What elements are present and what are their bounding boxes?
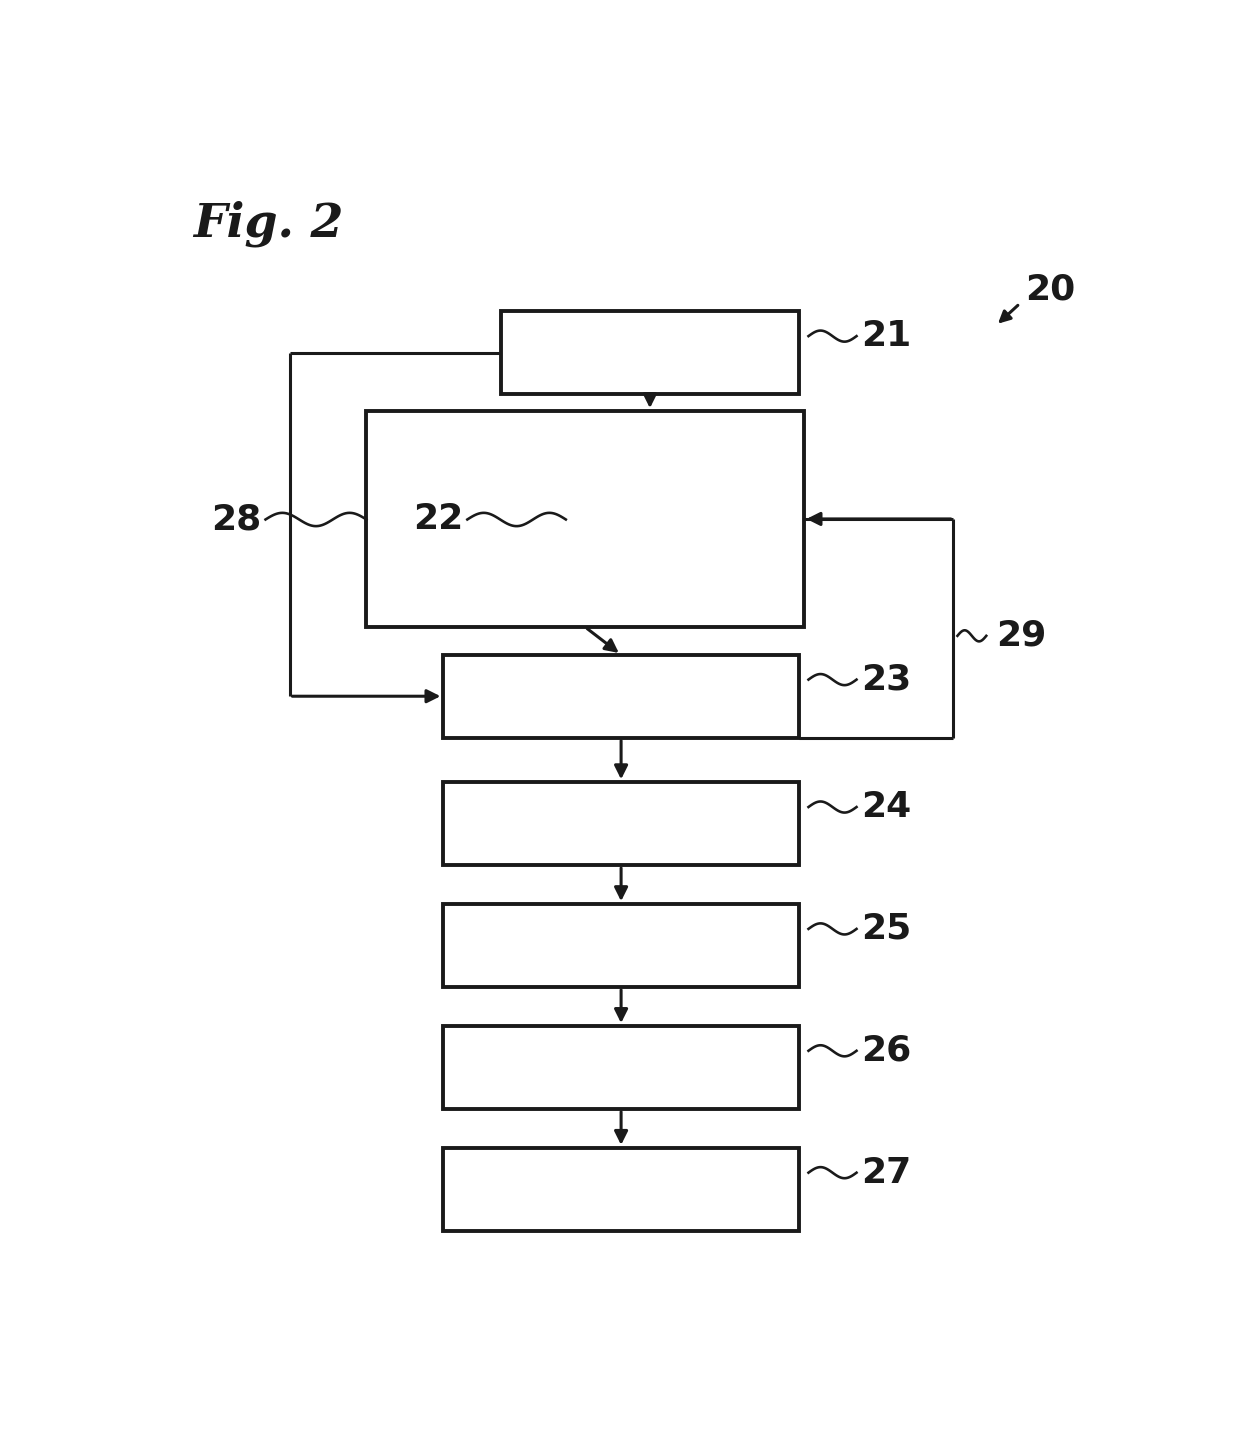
Text: 24: 24	[862, 790, 911, 825]
Text: 28: 28	[212, 502, 262, 537]
Text: 23: 23	[862, 662, 911, 696]
Text: 21: 21	[862, 319, 911, 353]
Bar	[444, 1148, 799, 1230]
Bar	[444, 904, 799, 987]
Bar	[367, 412, 804, 627]
Text: 27: 27	[862, 1156, 911, 1190]
Text: Fig. 2: Fig. 2	[193, 200, 343, 248]
Text: 26: 26	[862, 1033, 911, 1068]
Text: 25: 25	[862, 912, 911, 945]
Bar	[444, 783, 799, 865]
Text: 22: 22	[413, 502, 464, 537]
Bar	[501, 311, 799, 394]
Text: 29: 29	[996, 619, 1047, 653]
Text: 20: 20	[1024, 272, 1075, 307]
Bar	[444, 1026, 799, 1109]
Bar	[444, 655, 799, 738]
